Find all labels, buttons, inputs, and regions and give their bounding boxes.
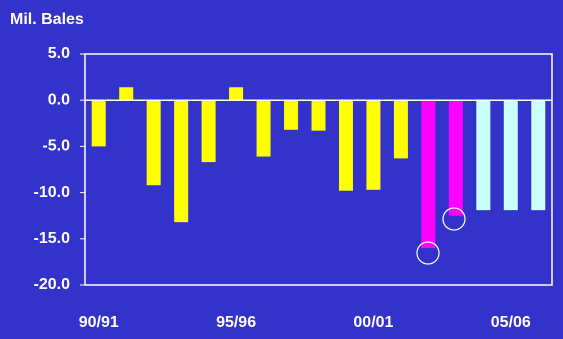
y-tick-label: -20.0	[34, 276, 71, 293]
bar	[338, 100, 353, 191]
highlight-circle	[416, 241, 440, 265]
y-tick-label: -15.0	[34, 230, 71, 247]
bar	[448, 100, 463, 216]
bar	[174, 100, 189, 223]
bar	[91, 100, 106, 147]
bar	[119, 87, 134, 101]
x-tick-label: 90/91	[79, 314, 119, 331]
bar	[393, 100, 408, 159]
bar	[421, 100, 436, 249]
bar	[366, 100, 381, 190]
bar	[476, 100, 491, 211]
plot-border	[84, 53, 553, 286]
highlight-circle	[442, 207, 466, 231]
y-tick-label: -10.0	[34, 184, 71, 201]
bar	[503, 100, 518, 211]
y-axis-label: Mil. Bales	[10, 11, 84, 28]
bar	[256, 100, 271, 157]
bar	[201, 100, 216, 163]
bar	[229, 87, 244, 101]
y-tick-label: -5.0	[42, 138, 70, 155]
marks	[91, 87, 546, 249]
bar	[284, 100, 299, 130]
y-tick-label: 0.0	[48, 91, 70, 108]
y-tick-label: 5.0	[48, 45, 70, 62]
x-tick-label: 00/01	[353, 314, 393, 331]
bar	[311, 100, 326, 131]
x-tick-label: 05/06	[491, 314, 531, 331]
x-tick-label: 95/96	[216, 314, 256, 331]
bar	[531, 100, 546, 211]
bar	[146, 100, 161, 186]
